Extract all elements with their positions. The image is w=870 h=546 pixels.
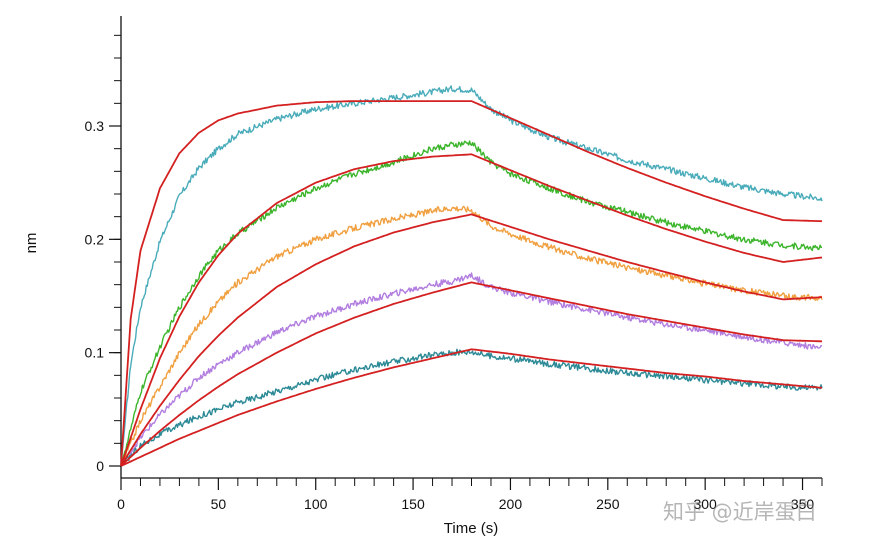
x-tick-label: 150 [401, 496, 425, 512]
x-tick-label: 50 [211, 496, 227, 512]
fit-line-fit-1 [120, 100, 823, 467]
x-tick-label: 350 [791, 496, 815, 512]
x-tick-label: 200 [499, 496, 523, 512]
fit-line-fit-5 [120, 348, 823, 467]
x-axis-title: Time (s) [444, 520, 498, 537]
y-tick-label: 0.3 [85, 118, 105, 134]
series-layer [120, 85, 823, 467]
fit-line-fit-4 [120, 281, 822, 467]
x-tick-label: 250 [596, 496, 620, 512]
data-line-response-5 [120, 348, 823, 467]
data-line-response-1 [120, 85, 823, 467]
data-line-response-3 [120, 205, 823, 467]
y-axis-title: nm [23, 233, 40, 254]
x-tick-label: 100 [304, 496, 328, 512]
data-line-response-2 [120, 140, 822, 467]
fit-line-fit-3 [120, 213, 823, 467]
y-tick-label: 0 [96, 458, 104, 474]
x-axis: 0 50 100 150 200 250 300 350 [117, 477, 823, 512]
x-tick-label: 0 [117, 496, 125, 512]
y-tick-label: 0.2 [85, 231, 105, 247]
x-tick-label: 300 [693, 496, 717, 512]
data-line-response-4 [120, 272, 823, 467]
fit-line-fit-2 [120, 153, 823, 467]
y-tick-label: 0.1 [85, 345, 105, 361]
y-axis: 0 0.1 0.2 0.3 [85, 16, 122, 478]
